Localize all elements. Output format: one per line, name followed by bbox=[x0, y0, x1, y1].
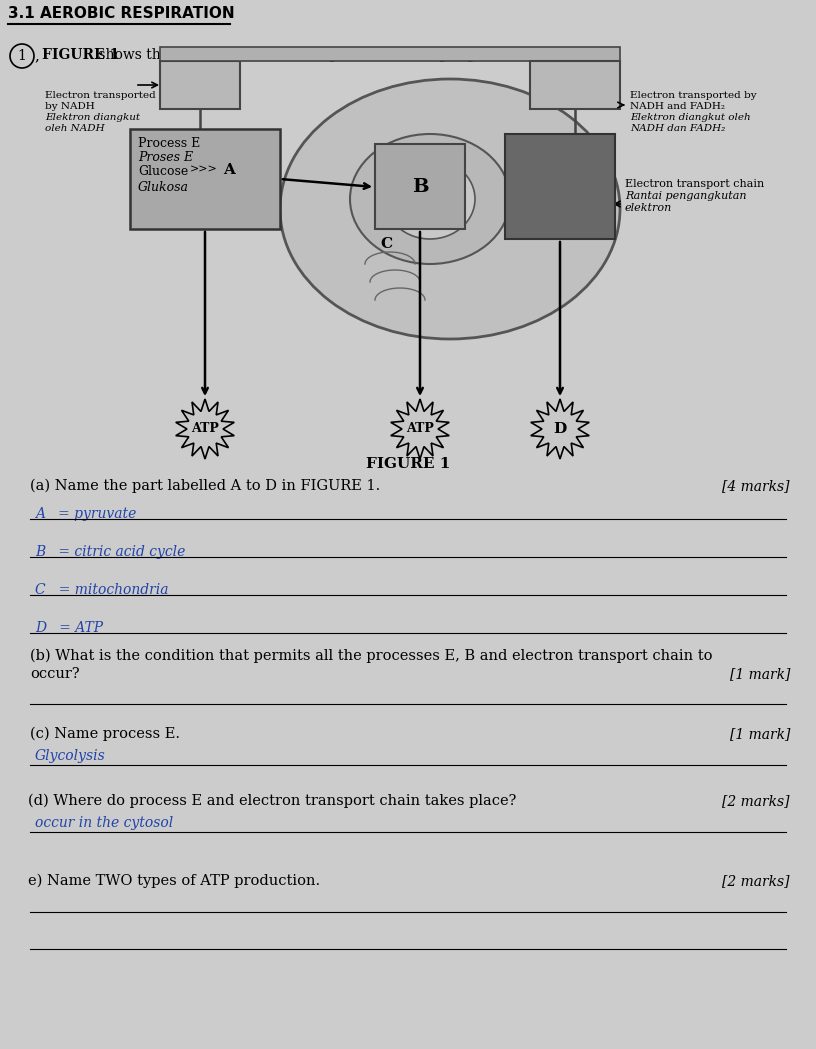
Ellipse shape bbox=[385, 159, 475, 239]
Ellipse shape bbox=[350, 134, 510, 264]
Text: [1 mark]: [1 mark] bbox=[730, 727, 790, 741]
Polygon shape bbox=[391, 399, 450, 459]
Bar bbox=[160, 47, 620, 61]
Text: 3.1 AEROBIC RESPIRATION: 3.1 AEROBIC RESPIRATION bbox=[8, 6, 235, 21]
Text: FIGURE 1: FIGURE 1 bbox=[42, 48, 119, 62]
Text: (a) Name the part labelled A to D in FIGURE 1.: (a) Name the part labelled A to D in FIG… bbox=[30, 479, 380, 493]
Text: (b) What is the condition that permits all the processes E, B and electron trans: (b) What is the condition that permits a… bbox=[30, 649, 712, 663]
Text: by NADH: by NADH bbox=[45, 102, 95, 111]
Text: Process E: Process E bbox=[138, 137, 200, 150]
Text: A   = pyruvate: A = pyruvate bbox=[35, 507, 136, 521]
Text: D: D bbox=[553, 422, 566, 436]
Text: B: B bbox=[412, 178, 428, 196]
Text: [4 marks]: [4 marks] bbox=[722, 479, 790, 493]
Ellipse shape bbox=[280, 79, 620, 339]
Text: occur?: occur? bbox=[30, 667, 80, 681]
Text: ATP: ATP bbox=[191, 423, 219, 435]
Text: >>>: >>> bbox=[190, 165, 218, 175]
Text: oleh NADH: oleh NADH bbox=[45, 124, 104, 133]
Text: C: C bbox=[380, 237, 392, 251]
Text: [1 mark]: [1 mark] bbox=[730, 667, 790, 681]
Text: D   = ATP: D = ATP bbox=[35, 621, 103, 635]
Text: Electron transport chain: Electron transport chain bbox=[625, 179, 765, 189]
Text: Glucose: Glucose bbox=[138, 165, 188, 178]
Text: NADH and FADH₂: NADH and FADH₂ bbox=[630, 102, 725, 111]
Text: Elektron diangkut oleh: Elektron diangkut oleh bbox=[630, 113, 751, 122]
Text: ,: , bbox=[34, 49, 39, 63]
Text: [2 marks]: [2 marks] bbox=[722, 794, 790, 808]
Text: ATP: ATP bbox=[406, 423, 434, 435]
Polygon shape bbox=[530, 399, 589, 459]
Bar bbox=[530, 61, 620, 109]
Text: Rantai pengangkutan: Rantai pengangkutan bbox=[625, 191, 747, 201]
Text: B   = citric acid cycle: B = citric acid cycle bbox=[35, 545, 185, 559]
Bar bbox=[505, 134, 615, 239]
Text: Electron transported by: Electron transported by bbox=[630, 91, 756, 100]
Bar bbox=[130, 129, 280, 229]
Bar bbox=[375, 144, 465, 229]
Text: e) Name TWO types of ATP production.: e) Name TWO types of ATP production. bbox=[28, 874, 320, 889]
Bar bbox=[160, 61, 240, 109]
Text: Elektron diangkut: Elektron diangkut bbox=[45, 113, 140, 122]
Circle shape bbox=[10, 44, 34, 68]
Text: occur in the cytosol: occur in the cytosol bbox=[35, 816, 173, 830]
Text: A: A bbox=[223, 163, 235, 177]
Text: shows the process of aerobic respiration in living organism.: shows the process of aerobic respiration… bbox=[94, 48, 522, 62]
Text: C   = mitochondria: C = mitochondria bbox=[35, 583, 168, 597]
Text: Proses E: Proses E bbox=[138, 151, 193, 164]
Text: (c) Name process E.: (c) Name process E. bbox=[30, 727, 180, 742]
Text: FIGURE 1: FIGURE 1 bbox=[366, 457, 450, 471]
Text: Electron transported: Electron transported bbox=[45, 91, 156, 100]
Text: Glukosa: Glukosa bbox=[138, 181, 189, 194]
Text: elektron: elektron bbox=[625, 204, 672, 213]
Text: Glycolysis: Glycolysis bbox=[35, 749, 106, 763]
Text: [2 marks]: [2 marks] bbox=[722, 874, 790, 889]
Text: (d) Where do process E and electron transport chain takes place?: (d) Where do process E and electron tran… bbox=[28, 794, 517, 809]
Polygon shape bbox=[175, 399, 234, 459]
Text: NADH dan FADH₂: NADH dan FADH₂ bbox=[630, 124, 725, 133]
Text: 1: 1 bbox=[18, 49, 26, 63]
